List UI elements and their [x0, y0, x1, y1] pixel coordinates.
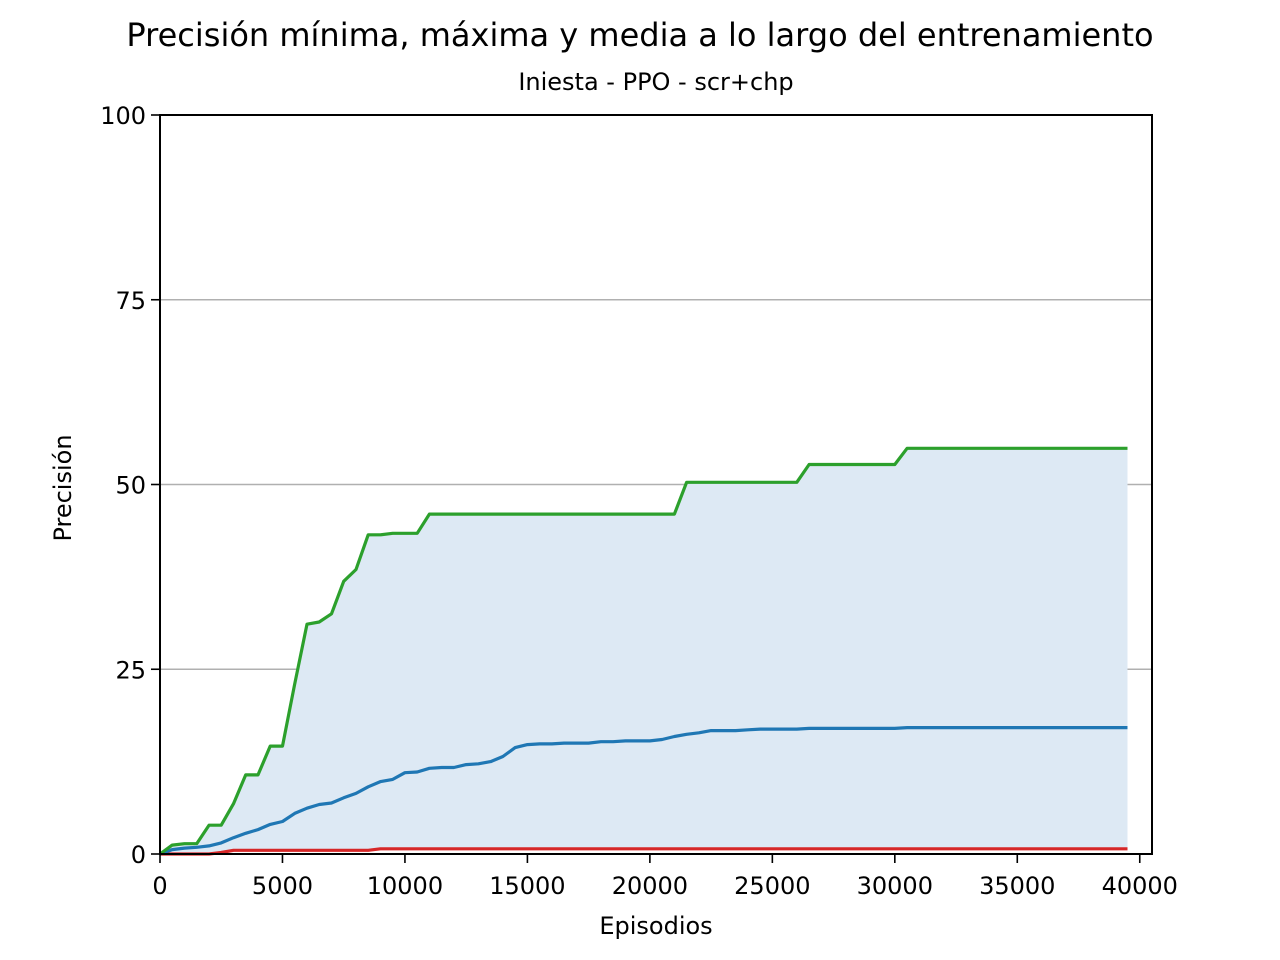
- x-tick-label-40000: 40000: [1102, 872, 1178, 900]
- series-line-max: [159, 446, 1128, 856]
- y-tick-label-100: 100: [100, 102, 146, 130]
- x-tick-label-35000: 35000: [979, 872, 1055, 900]
- series-line-mean: [159, 725, 1128, 856]
- x-tick-label-30000: 30000: [857, 872, 933, 900]
- fill-layer: [160, 448, 1128, 854]
- y-tick-label-50: 50: [115, 472, 146, 500]
- chart-title: Precisión mínima, máxima y media a lo la…: [126, 16, 1153, 54]
- min-max-band: [160, 448, 1128, 854]
- series-line-min: [160, 847, 1128, 856]
- x-axis-label: Episodios: [599, 912, 712, 940]
- x-tick-label-5000: 5000: [252, 872, 313, 900]
- line-layer: [159, 446, 1128, 856]
- x-tick-label-15000: 15000: [489, 872, 565, 900]
- x-tick-label-20000: 20000: [612, 872, 688, 900]
- chart-subtitle: Iniesta - PPO - scr+chp: [518, 68, 793, 96]
- y-axis-ticks: 0 25 50 75 100: [100, 102, 160, 869]
- y-tick-label-75: 75: [115, 287, 146, 315]
- x-axis-ticks: 0 5000 10000 15000 20000 25000 30000 35000 40000: [152, 854, 1178, 900]
- x-tick-label-0: 0: [152, 872, 167, 900]
- y-tick-label-25: 25: [115, 656, 146, 684]
- x-tick-label-10000: 10000: [367, 872, 443, 900]
- y-tick-label-0: 0: [131, 841, 146, 869]
- x-tick-label-25000: 25000: [734, 872, 810, 900]
- y-axis-label: Precisión: [49, 434, 77, 541]
